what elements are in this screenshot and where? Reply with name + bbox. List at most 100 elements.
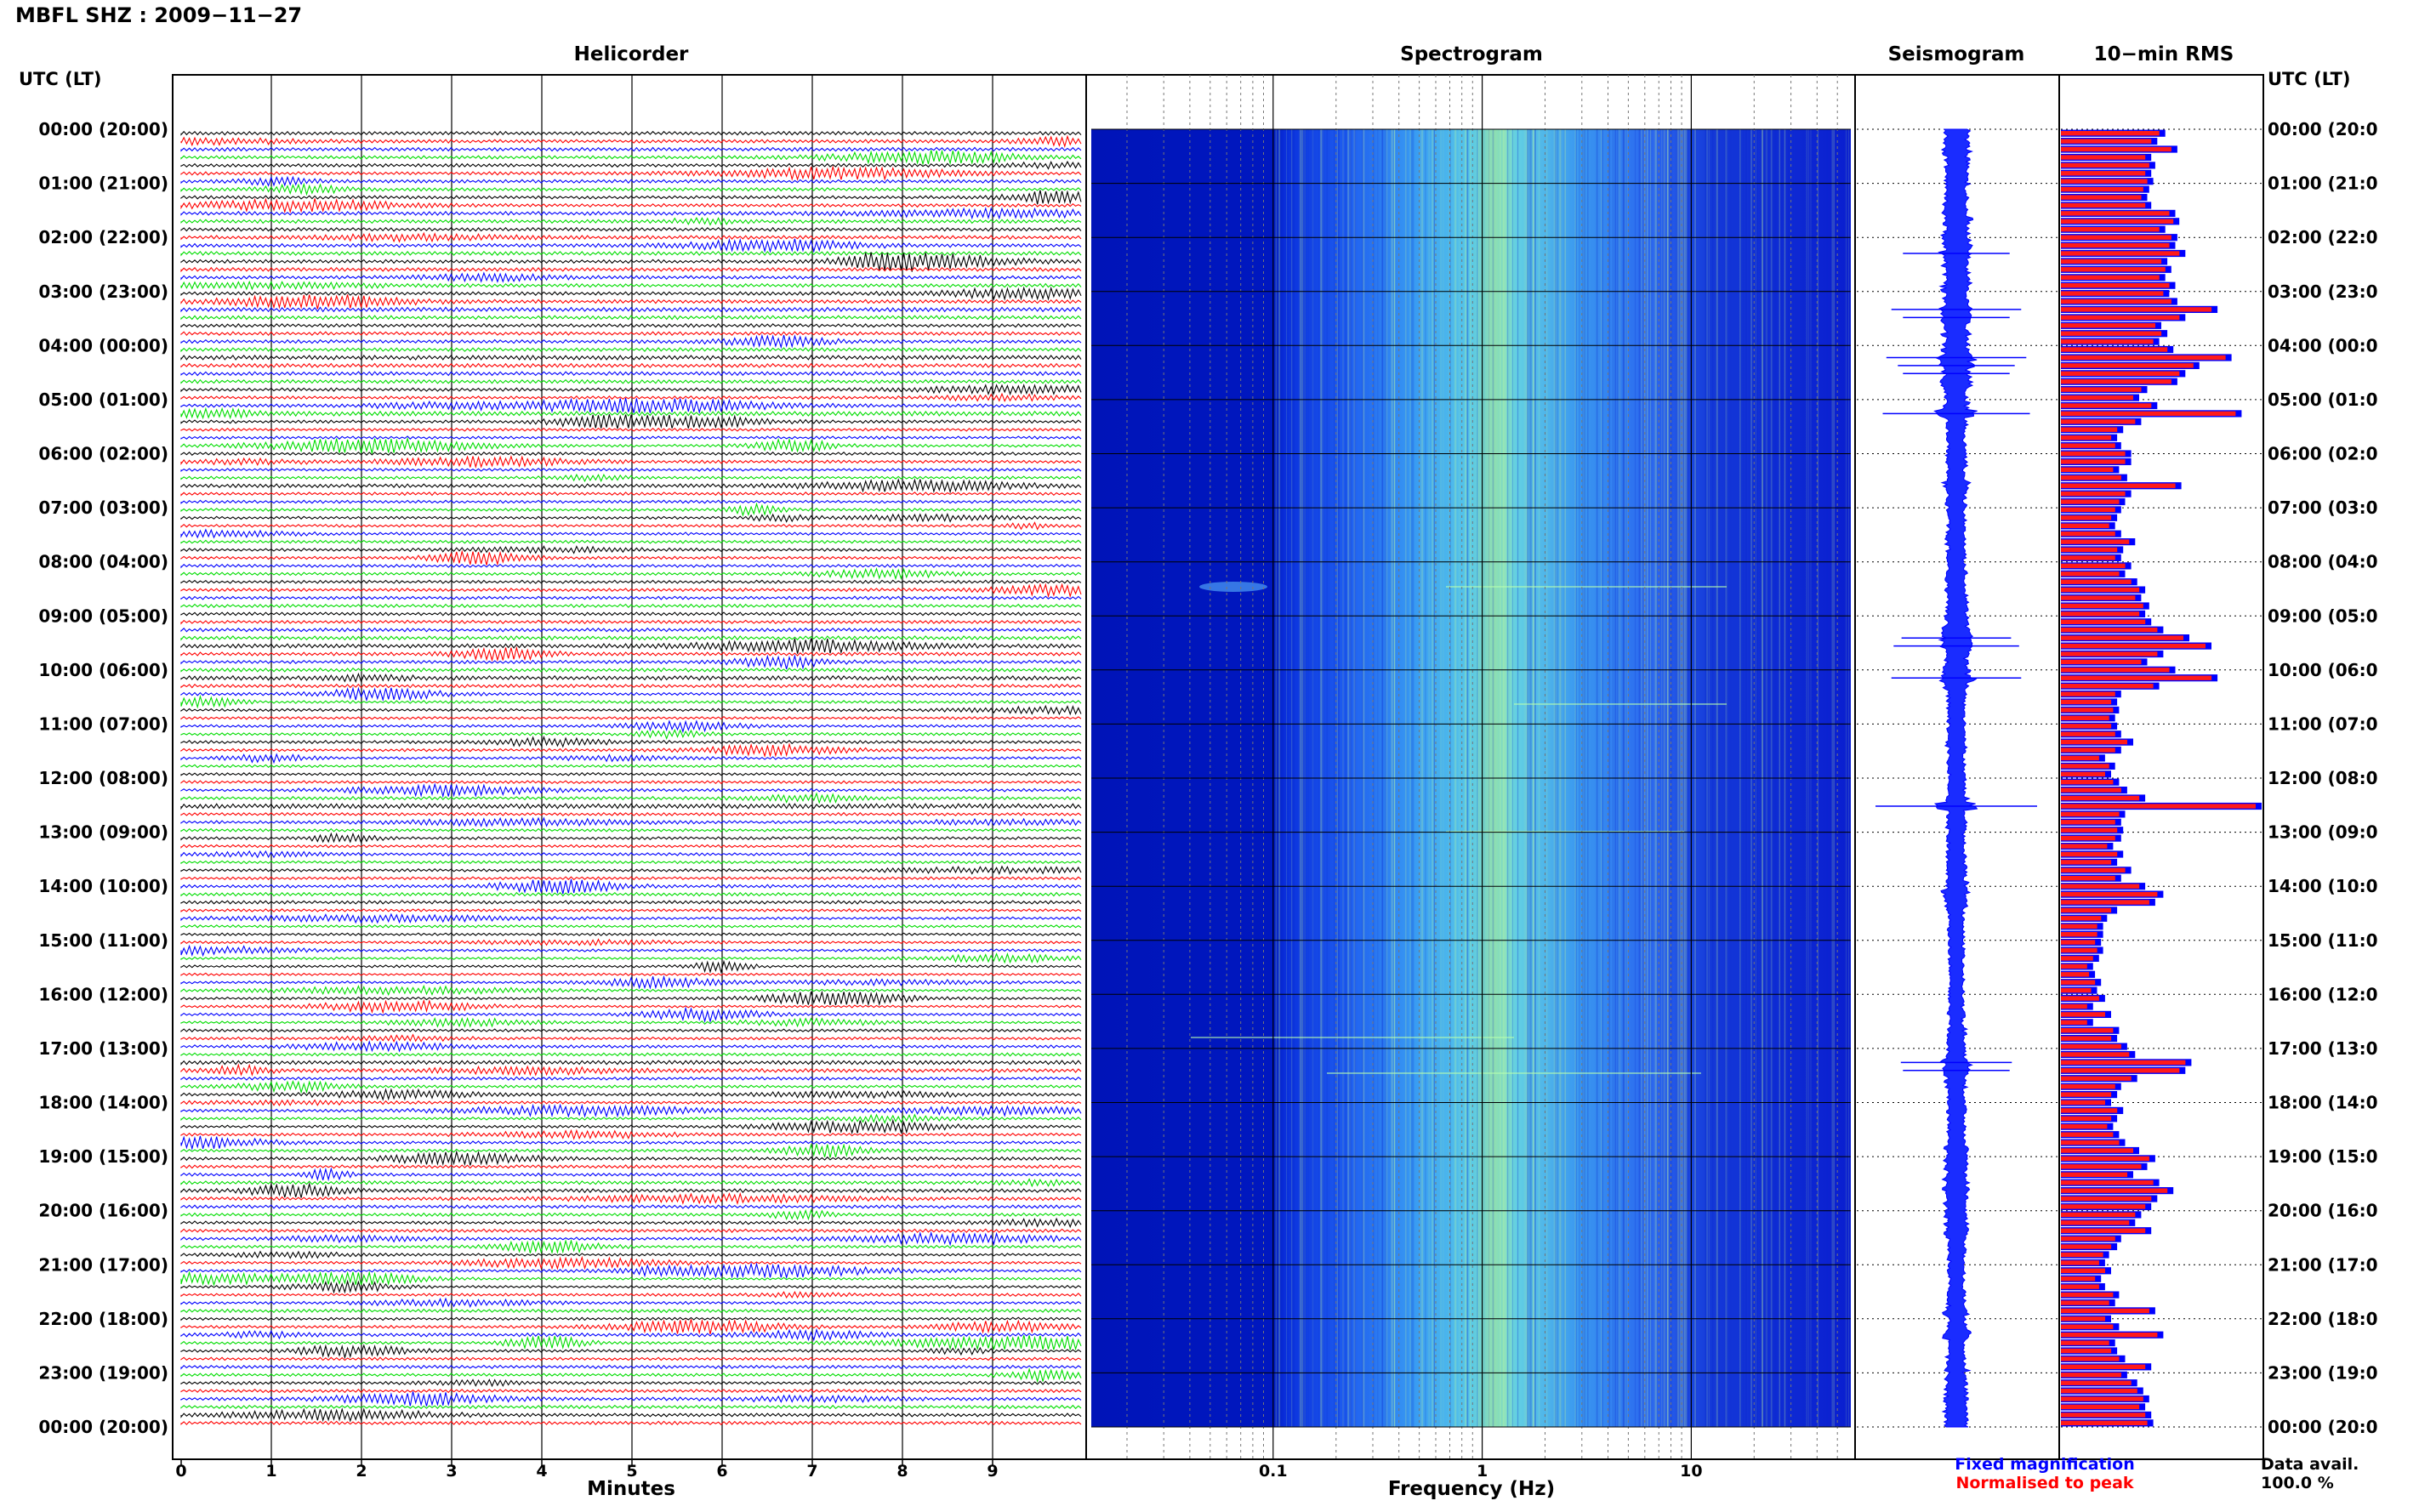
helicorder-trace — [180, 952, 1082, 964]
helicorder-trace — [180, 782, 1082, 799]
rms-bar-normalised — [2061, 820, 2115, 825]
rms-bar-normalised — [2061, 195, 2142, 200]
helicorder-trace — [180, 1255, 1082, 1270]
helicorder-trace — [180, 286, 1082, 301]
rms-bar-normalised — [2061, 724, 2112, 729]
rms-bar-normalised — [2061, 411, 2236, 417]
rms-title: 10−min RMS — [2094, 43, 2234, 65]
rms-panel: Fixed magnification Normalised to peak — [1955, 74, 2264, 1492]
helicorder-trace — [180, 347, 1082, 353]
time-label-left: 10:00 (06:00) — [38, 660, 168, 680]
rms-bar-normalised — [2061, 1388, 2137, 1394]
time-label-right: 01:00 (21:0 — [2268, 173, 2378, 194]
rms-bar-normalised — [2061, 867, 2126, 873]
rms-bar-normalised — [2061, 851, 2118, 857]
helicorder-trace — [180, 1327, 1082, 1342]
minute-tick-label: 3 — [446, 1462, 457, 1481]
rms-bar-normalised — [2061, 635, 2183, 640]
rms-bar-normalised — [2061, 860, 2112, 865]
spectrogram-gridlines — [1091, 75, 1851, 1459]
helicorder-trace — [180, 1228, 1082, 1233]
helicorder-trace — [180, 811, 1082, 816]
rms-bar-normalised — [2061, 787, 2121, 793]
rms-bar-normalised — [2061, 1076, 2132, 1081]
rms-bar-normalised — [2061, 1204, 2146, 1209]
rms-bar-normalised — [2061, 483, 2176, 488]
rms-bar-normalised — [2061, 403, 2152, 408]
right-axis-label: UTC (LT) — [2268, 69, 2351, 89]
rms-bar-normalised — [2061, 451, 2126, 457]
helicorder-trace — [180, 1017, 1082, 1028]
rms-bar-normalised — [2061, 595, 2136, 600]
time-label-left: 02:00 (22:00) — [38, 227, 168, 247]
rms-bar-normalised — [2061, 242, 2170, 248]
rms-bar-normalised — [2061, 1108, 2118, 1113]
helicorder-trace — [180, 1279, 1082, 1294]
minute-tick-label: 0 — [175, 1462, 186, 1481]
helicorder-trace — [180, 1318, 1082, 1335]
helicorder-trace — [180, 998, 1082, 1015]
minute-tick-label: 4 — [536, 1462, 547, 1481]
helicorder-trace — [180, 627, 1082, 633]
rms-bar-normalised — [2061, 940, 2096, 945]
time-label-left: 23:00 (19:00) — [38, 1362, 168, 1383]
time-label-right: 20:00 (16:0 — [2268, 1201, 2378, 1221]
helicorder-trace — [180, 190, 1082, 205]
rms-bar-normalised — [2061, 1308, 2149, 1314]
time-label-left: 15:00 (11:00) — [38, 930, 168, 951]
time-label-left: 00:00 (20:00) — [38, 119, 168, 139]
time-label-right: 06:00 (02:0 — [2268, 444, 2378, 464]
rms-bar-normalised — [2061, 1356, 2120, 1361]
rms-bar-normalised — [2061, 947, 2097, 953]
rms-bar-normalised — [2061, 699, 2112, 705]
rms-bar-normalised — [2061, 1003, 2087, 1009]
helicorder-trace — [180, 355, 1082, 361]
rms-bar-normalised — [2061, 1340, 2109, 1345]
time-label-left: 07:00 (03:00) — [38, 497, 168, 518]
helicorder-trace — [180, 1356, 1082, 1361]
helicorder-trace — [180, 294, 1082, 310]
helicorder-trace — [180, 134, 1082, 149]
helicorder-traces — [180, 130, 1082, 1426]
helicorder-trace — [180, 1364, 1082, 1370]
time-label-right: 00:00 (20:0 — [2268, 1417, 2378, 1437]
rms-bar-normalised — [2061, 675, 2212, 680]
rms-bar-normalised — [2061, 1124, 2108, 1129]
time-label-right: 05:00 (01:0 — [2268, 389, 2378, 410]
rms-bar-normalised — [2061, 1268, 2105, 1273]
helicorder-panel: 0 1 2 3 4 5 6 7 8 9 Minutes — [172, 74, 1087, 1500]
time-label-right: 09:00 (05:0 — [2268, 605, 2378, 626]
helicorder-trace — [180, 455, 1082, 469]
seismogram-panel — [1854, 74, 2060, 1460]
helicorder-trace — [180, 579, 1082, 584]
rms-bar-normalised — [2061, 932, 2097, 937]
helicorder-trace — [180, 1378, 1082, 1388]
rms-bar-normalised — [2061, 835, 2115, 841]
helicorder-trace — [180, 217, 1082, 226]
rms-bar-normalised — [2061, 259, 2162, 264]
spectrogram-x-ticks: 0.1 1 10 — [1259, 1462, 1703, 1481]
helicorder-trace — [180, 1204, 1082, 1209]
rms-bar-normalised — [2061, 659, 2142, 665]
left-axis-label: UTC (LT) — [19, 69, 102, 89]
rms-bar-normalised — [2061, 1156, 2149, 1162]
helicorder-trace — [180, 742, 1082, 758]
helicorder-trace — [180, 549, 1082, 566]
helicorder-trace — [180, 384, 1082, 396]
rms-bar-normalised — [2061, 628, 2158, 633]
helicorder-trace — [180, 1006, 1082, 1024]
helicorder-trace — [180, 146, 1082, 152]
helicorder-trace — [180, 603, 1082, 609]
helicorder-trace — [180, 1191, 1082, 1206]
rms-bar-normalised — [2061, 611, 2140, 617]
helicorder-trace — [180, 683, 1082, 689]
helicorder-trace — [180, 333, 1082, 350]
rms-bar-normalised — [2061, 1413, 2146, 1418]
time-label-left: 06:00 (02:00) — [38, 444, 168, 464]
helicorder-trace — [180, 719, 1082, 734]
helicorder-trace — [180, 1250, 1082, 1260]
spectrogram-blob — [1199, 582, 1267, 592]
helicorder-trace — [180, 451, 1082, 457]
helicorder-trace — [180, 672, 1082, 684]
rms-bar-normalised — [2061, 1348, 2112, 1354]
